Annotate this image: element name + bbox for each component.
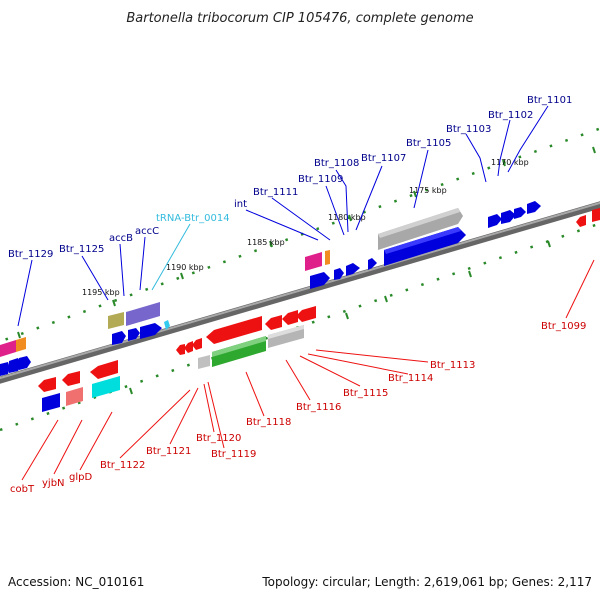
- tick-label-1180: 1180 kbp: [328, 213, 366, 222]
- label-btr1103: Btr_1103: [446, 124, 491, 135]
- gene-btr1115-red: [282, 310, 298, 325]
- label-btr1107: Btr_1107: [361, 153, 406, 164]
- label-int: int: [234, 199, 247, 210]
- gene-int-blue: [310, 272, 330, 289]
- label-btr1101: Btr_1101: [527, 95, 572, 106]
- label-btr1111: Btr_1111: [253, 187, 298, 198]
- gene-btr1099-red-b: [592, 208, 600, 222]
- label-btr1105: Btr_1105: [406, 138, 451, 149]
- label-btr1121: Btr_1121: [146, 446, 191, 457]
- tick-label-1175: 1175 kbp: [409, 186, 447, 195]
- gene-btr1107-grey: [378, 208, 463, 250]
- gene-btr1118-red: [206, 316, 262, 344]
- tick-label-1190: 1190 kbp: [166, 263, 204, 272]
- gene-yjbn-red: [62, 371, 80, 386]
- reverse-labels: cobT yjbN glpD Btr_1122 Btr_1121 Btr_112…: [10, 321, 586, 495]
- label-btr1122: Btr_1122: [100, 460, 145, 471]
- label-btr1115: Btr_1115: [343, 388, 388, 399]
- gene-btr1101-blue-a: [514, 207, 526, 219]
- gene-btr1103-blue: [488, 214, 502, 228]
- accession-text: Accession: NC_010161: [8, 575, 144, 589]
- gene-accc-purple: [126, 302, 160, 326]
- label-btr1118: Btr_1118: [246, 417, 291, 428]
- gene-btr1108-blue: [368, 258, 377, 270]
- label-accb: accB: [109, 233, 133, 244]
- map-title: Bartonella tribocorum CIP 105476, comple…: [126, 11, 473, 26]
- tick-label-1195: 1195 kbp: [82, 288, 120, 297]
- gene-int-magenta: [305, 252, 322, 271]
- forward-labels: Btr_1129 Btr_1125 accB accC tRNA-Btr_001…: [8, 95, 572, 260]
- gene-btr1105-blue-light: [384, 227, 461, 254]
- gene-btr1107-grey-light: [378, 208, 460, 238]
- gene-btr1116-grey-light: [268, 325, 304, 339]
- gene-trna-cyan: [164, 320, 170, 330]
- label-cobt: cobT: [10, 484, 35, 495]
- gene-btr1122-red: [176, 344, 185, 355]
- gene-btr1129-magenta: [0, 340, 16, 357]
- label-btr1120: Btr_1120: [196, 433, 241, 444]
- label-btr1108: Btr_1108: [314, 158, 359, 169]
- gene-glpd-cyan: [92, 376, 120, 398]
- label-btr1116: Btr_1116: [296, 402, 341, 413]
- gene-btr1105-blue: [384, 227, 466, 266]
- reverse-genes: [38, 208, 600, 412]
- forward-genes: [0, 201, 541, 376]
- gene-accb-blue: [112, 331, 126, 345]
- label-glpd: glpD: [69, 472, 92, 483]
- gene-cobt-blue: [42, 393, 60, 412]
- label-btr1125: Btr_1125: [59, 244, 104, 255]
- gene-btr1125-olive: [108, 312, 124, 329]
- gene-btr1121-red: [184, 341, 193, 353]
- gene-btr1119-green-light: [212, 336, 266, 357]
- genome-backbone: [0, 201, 600, 384]
- gene-btr1114-red: [296, 306, 316, 322]
- gene-int-orange: [325, 250, 330, 265]
- genome-summary-text: Topology: circular; Length: 2,619,061 bp…: [261, 575, 592, 589]
- tick-label-1170: 1170 kbp: [491, 158, 529, 167]
- label-btr1129: Btr_1129: [8, 249, 53, 260]
- gene-btr1121-grey: [198, 355, 210, 369]
- gene-btr1129-blue-a: [0, 362, 10, 376]
- gene-btr1129-blue-b: [9, 358, 22, 373]
- gene-btr1120-red: [192, 338, 202, 350]
- label-trna-btr0014: tRNA-Btr_0014: [156, 213, 230, 224]
- label-accc: accC: [135, 226, 159, 237]
- label-btr1113: Btr_1113: [430, 360, 475, 371]
- label-btr1119: Btr_1119: [211, 449, 256, 460]
- gene-btr1111-blue: [334, 268, 344, 280]
- label-btr1099: Btr_1099: [541, 321, 586, 332]
- gene-btr1102-blue: [501, 210, 516, 224]
- gene-btr1109-blue: [346, 263, 360, 276]
- gene-accc-blue: [128, 328, 140, 341]
- tick-label-1185: 1185 kbp: [247, 238, 285, 247]
- gene-btr1099-red-a: [576, 215, 586, 227]
- gene-btr1101-blue-b: [527, 201, 541, 214]
- label-yjbn: yjbN: [42, 478, 65, 489]
- reverse-leader-lines: [21, 259, 595, 481]
- label-btr1102: Btr_1102: [488, 110, 533, 121]
- gene-glpd-red: [90, 360, 118, 379]
- gene-yjbn-pink: [66, 387, 83, 406]
- gene-accc-blue-b: [140, 323, 162, 339]
- label-btr1109: Btr_1109: [298, 174, 343, 185]
- kbp-tick-labels: 1195 kbp 1190 kbp 1185 kbp 1180 kbp 1175…: [82, 158, 529, 297]
- gene-btr1129-orange: [16, 337, 26, 352]
- forward-leader-lines: [17, 105, 549, 327]
- gene-cobt-red: [38, 377, 56, 392]
- gene-btr1116-red: [265, 315, 282, 330]
- label-btr1114: Btr_1114: [388, 373, 433, 384]
- gene-btr1129-blue-c: [19, 356, 31, 370]
